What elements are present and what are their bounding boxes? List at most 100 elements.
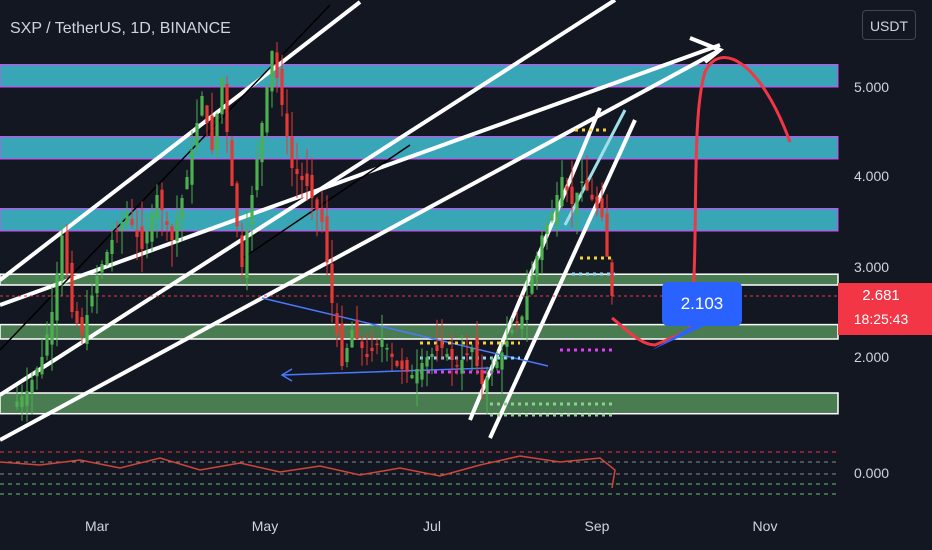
- candle-body: [115, 229, 119, 232]
- candle-body: [395, 360, 399, 366]
- candle-body: [465, 353, 469, 355]
- candle-body: [155, 195, 159, 220]
- candle-body: [120, 222, 124, 232]
- candle-body: [400, 360, 404, 369]
- resistance-zone: [0, 208, 839, 232]
- last-price-value: 2.681: [862, 287, 900, 304]
- x-tick-label: Jul: [423, 518, 441, 534]
- support-zone: [0, 273, 839, 286]
- currency-button[interactable]: USDT: [862, 10, 916, 40]
- candle-body: [485, 377, 489, 393]
- candle-body: [345, 348, 349, 363]
- candle-body: [105, 252, 109, 266]
- candle-body: [550, 213, 554, 221]
- zones-layer: [0, 64, 839, 415]
- candle-body: [535, 255, 539, 277]
- candle-body: [40, 357, 44, 375]
- candle-body: [25, 391, 29, 406]
- candle-body: [525, 296, 529, 320]
- candle-body: [360, 341, 364, 348]
- candle-body: [250, 195, 254, 226]
- candle-body: [570, 186, 574, 204]
- candle-body: [415, 369, 419, 384]
- candle-body: [520, 316, 524, 330]
- candle-body: [440, 340, 444, 348]
- candle-body: [285, 113, 289, 137]
- candle-body: [295, 168, 299, 174]
- trendlines-layer: [0, 0, 838, 495]
- candle-body: [195, 123, 199, 147]
- blue-arrow: [281, 367, 491, 376]
- y-tick-label: 4.000: [854, 168, 890, 184]
- candle-body: [245, 231, 249, 279]
- candle-body: [420, 363, 424, 380]
- candle-body: [35, 368, 39, 377]
- candle-body: [495, 361, 499, 369]
- candle-body: [50, 312, 54, 345]
- candle-body: [215, 114, 219, 151]
- resistance-zone: [0, 136, 839, 160]
- indicator-line: [0, 455, 616, 489]
- candle-body: [80, 317, 84, 335]
- candle-body: [300, 175, 304, 180]
- candle-body: [135, 230, 139, 237]
- support-zone: [0, 392, 839, 415]
- candle-body: [275, 52, 279, 78]
- candle-body: [205, 105, 209, 123]
- candle-body: [330, 263, 334, 303]
- x-tick-label: Sep: [584, 518, 610, 534]
- candle-body: [280, 68, 284, 105]
- candle-body: [505, 341, 509, 347]
- candle-body: [335, 313, 339, 335]
- candle-body: [315, 199, 319, 210]
- thin-channel: [0, 4, 331, 351]
- candle-body: [225, 84, 229, 132]
- candle-body: [530, 276, 534, 294]
- candle-body: [560, 177, 564, 207]
- candle-body: [230, 140, 234, 186]
- candle-body: [65, 231, 69, 274]
- y-tick-label: 0.000: [854, 465, 890, 481]
- trendline: [563, 109, 627, 226]
- x-tick-label: Mar: [84, 518, 110, 534]
- thin-channel: [239, 144, 411, 261]
- trendline: [0, 0, 362, 282]
- candle-body: [20, 396, 24, 408]
- candle-body: [55, 273, 59, 321]
- candle-body: [610, 262, 614, 296]
- candle-body: [475, 337, 479, 366]
- candle-body: [435, 345, 439, 351]
- candle-body: [185, 177, 189, 190]
- candle-body: [595, 196, 599, 209]
- candles-layer: [15, 42, 614, 422]
- candle-body: [95, 276, 99, 294]
- candle-body: [30, 379, 34, 394]
- candle-body: [425, 357, 429, 367]
- candle-body: [180, 198, 184, 220]
- x-tick-label: May: [251, 518, 279, 534]
- candle-body: [235, 183, 239, 227]
- candle-body: [140, 226, 144, 249]
- candle-body: [240, 235, 244, 267]
- candle-body: [515, 321, 519, 324]
- blue-arrow: [280, 368, 293, 382]
- candle-body: [375, 343, 379, 346]
- candle-body: [490, 370, 494, 372]
- candle-body: [445, 354, 449, 358]
- candle-body: [320, 208, 324, 222]
- candle-body: [220, 78, 224, 115]
- candle-body: [600, 198, 604, 218]
- candle-body: [480, 369, 484, 384]
- trendline: [0, 43, 721, 307]
- candle-body: [460, 360, 464, 374]
- candle-body: [555, 195, 559, 225]
- candle-body: [450, 348, 454, 360]
- chart-title: SXP / TetherUS, 1D, BINANCE: [10, 20, 231, 37]
- candle-body: [365, 354, 369, 357]
- candle-body: [85, 315, 89, 344]
- candle-body: [565, 186, 569, 191]
- candle-body: [15, 401, 19, 407]
- candle-body: [45, 334, 49, 356]
- last-price-badge: 2.681 18:25:43: [838, 283, 932, 335]
